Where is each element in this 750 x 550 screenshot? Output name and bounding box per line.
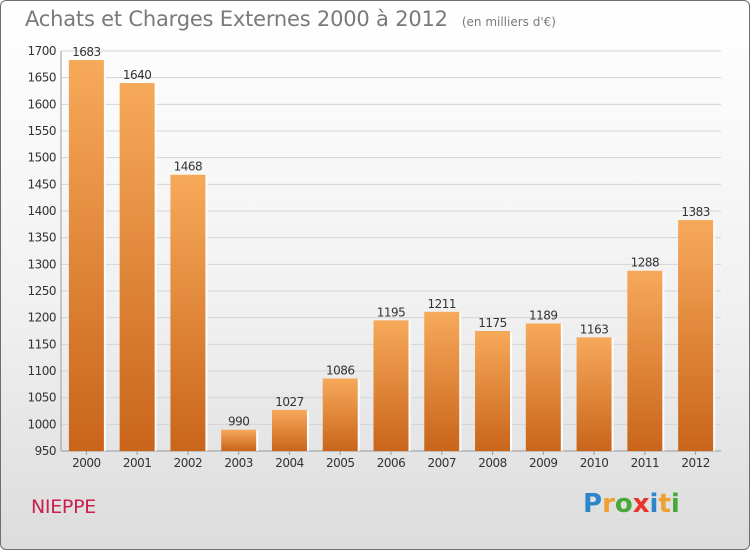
x-tick-label: 2003 [224,456,253,470]
labels: 950 1000 1050 1100 1150 1200 1250 1300 1350 1400 1… [27,44,710,470]
bars [68,60,716,452]
logo-letter: r [602,489,615,519]
bar-value-label: 1086 [326,363,355,377]
bar-value-label: 990 [228,415,249,429]
bar-value-label: 1468 [174,160,203,174]
bar [221,429,257,451]
bar-value-label: 1383 [681,205,710,219]
bar [170,174,206,451]
x-tick-label: 2009 [529,456,558,470]
chart-title: Achats et Charges Externes 2000 à 2012 (e… [25,7,556,31]
logo-letter: P [583,489,603,519]
y-tick-label: 1200 [27,311,56,325]
x-tick-label: 2000 [72,456,101,470]
y-tick-label: 1350 [27,231,56,245]
y-tick-label: 1450 [27,177,56,191]
logo-letter: i [670,489,680,519]
x-tick-label: 2010 [580,456,609,470]
bar-value-label: 1640 [123,68,152,82]
y-tick-label: 1300 [27,257,56,271]
bar [576,337,612,451]
y-tick-label: 1250 [27,284,56,298]
y-tick-label: 1050 [27,391,56,405]
bar-value-label: 1189 [529,309,558,323]
bar [68,60,104,452]
bar [271,409,307,451]
bar [322,378,358,451]
bar [678,220,714,451]
proxiti-logo: Proxiti [583,489,680,519]
y-tick-label: 1600 [27,97,56,111]
bar [424,311,460,451]
bar-value-label: 1175 [478,316,507,330]
chart-unit-note: (en milliers d'€) [461,15,556,29]
bar-value-label: 1027 [275,395,304,409]
logo-letter: i [649,489,659,519]
bar-value-label: 1683 [72,45,101,59]
x-tick-label: 2001 [123,456,152,470]
x-tick-label: 2002 [174,456,203,470]
x-tick-label: 2007 [427,456,456,470]
y-tick-label: 1150 [27,337,56,351]
bar [119,83,155,451]
y-tick-label: 1100 [27,364,56,378]
bar [525,323,561,451]
y-tick-label: 1000 [27,417,56,431]
y-tick-label: 1500 [27,151,56,165]
y-tick-label: 950 [35,444,56,458]
bar [475,331,511,451]
chart-title-text: Achats et Charges Externes 2000 à 2012 [25,7,448,31]
city-name: NIEPPE [31,496,96,518]
x-tick-label: 2005 [326,456,355,470]
x-tick-label: 2011 [631,456,660,470]
bar-value-label: 1163 [580,322,609,336]
x-tick-label: 2012 [681,456,710,470]
bar-value-label: 1211 [427,297,456,311]
bar [373,320,409,451]
bar-value-label: 1195 [377,305,406,319]
y-tick-label: 1550 [27,124,56,138]
y-tick-label: 1400 [27,204,56,218]
logo-letter: x [632,489,650,519]
y-tick-label: 1650 [27,71,56,85]
x-tick-label: 2006 [377,456,406,470]
bar [627,270,663,451]
logo-letter: t [658,489,671,519]
x-tick-label: 2004 [275,456,304,470]
logo-letter: o [614,489,633,519]
y-tick-label: 1700 [27,44,56,58]
x-tick-label: 2008 [478,456,507,470]
bar-value-label: 1288 [631,256,660,270]
